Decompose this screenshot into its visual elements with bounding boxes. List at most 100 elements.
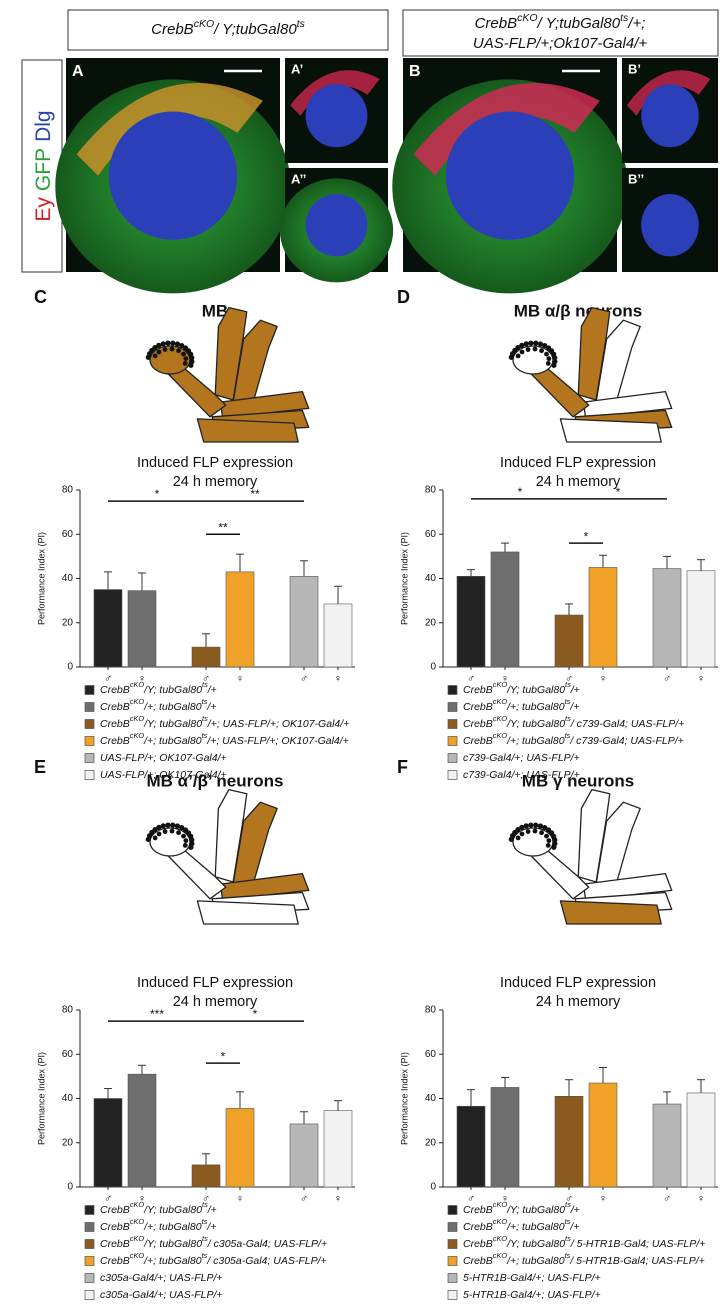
legend-entry-part: CrebB — [463, 735, 493, 747]
chart-title: MB γ neurons — [522, 771, 634, 790]
x-tick-label: ♂ — [202, 1193, 210, 1205]
legend-entry-part: ts — [565, 680, 571, 689]
legend-swatch — [447, 1290, 458, 1300]
bar — [289, 1123, 319, 1188]
legend-entry-part: CrebB — [100, 701, 130, 713]
mb-cell — [528, 822, 534, 828]
legend-entry-part: CrebB — [463, 684, 493, 696]
legend-entry-part: cKO — [130, 1234, 145, 1243]
y-tick-label: 40 — [425, 573, 437, 584]
mb-cell — [162, 829, 168, 834]
legend-entry: CrebBcKO/+; tubGal80ts/+; UAS-FLP/+; OK1… — [100, 731, 349, 746]
legend-entry: CrebBcKO/+; tubGal80ts/ c739-Gal4; UAS-F… — [463, 731, 684, 746]
legend-swatch — [447, 1205, 458, 1215]
x-tick-label: ♂ — [565, 1193, 573, 1205]
legend-swatch — [84, 753, 95, 763]
legend-entry-part: /+; UAS-FLP/+; OK107-Gal4/+ — [206, 735, 349, 747]
mb-cell — [176, 830, 181, 836]
bar — [191, 646, 221, 668]
header: UAS-FLP/+;Ok107-Gal4/+ — [473, 35, 647, 52]
x-tick-label: ♂ — [565, 673, 573, 685]
legend-entry: CrebBcKO/Y; tubGal80ts/+ — [463, 680, 580, 695]
stain-box — [21, 59, 63, 273]
y-tick-label: 60 — [62, 529, 74, 540]
legend-entry-part: /Y; tubGal80 — [506, 1238, 565, 1250]
mb-cell — [181, 833, 186, 839]
legend-entry-part: cKO — [130, 731, 145, 740]
panel-label: C — [34, 287, 47, 307]
mb-cell — [182, 360, 188, 366]
legend-entry-part: cKO — [493, 1200, 508, 1209]
legend-entry: CrebBcKO/Y; tubGal80ts/ c739-Gal4; UAS-F… — [463, 714, 684, 729]
mb-cell — [544, 833, 549, 839]
bar — [93, 589, 123, 668]
mb-cell — [545, 842, 551, 848]
legend-entry-part: ts — [565, 697, 571, 706]
legend-entry-part: ts — [565, 1251, 571, 1260]
ey-area — [413, 82, 600, 176]
y-axis-label: Performance Index (PI) — [36, 532, 46, 625]
y-tick-label: 0 — [67, 1182, 73, 1193]
legend-entry-part: /+; tubGal80 — [143, 735, 202, 747]
legend-entry-part: CrebB — [100, 718, 130, 730]
mb-cell — [519, 824, 525, 830]
x-tick-label: ♀ — [334, 1193, 342, 1205]
legend-entry-part: /+ — [570, 1204, 580, 1216]
chart-title: MB α’/β’ neurons — [146, 771, 283, 790]
x-tick-label: ♀ — [334, 673, 342, 685]
mb-cell — [169, 346, 175, 352]
dlg-area — [305, 84, 368, 148]
legend-swatch — [447, 1222, 458, 1232]
mb-cell — [523, 823, 529, 829]
chart-subtitle: 24 h memory — [173, 474, 258, 490]
legend-entry: c305a-Gal4/+; UAS-FLP/+ — [100, 1272, 223, 1284]
legend-entry-part: CrebB — [463, 701, 493, 713]
significance-label: * — [584, 529, 589, 543]
legend-entry-part: cKO — [130, 680, 145, 689]
mb-cell — [181, 351, 186, 357]
legend-swatch — [447, 1273, 458, 1283]
legend-entry-part: /+; tubGal80 — [506, 701, 565, 713]
mb-cell — [170, 340, 176, 346]
legend-entry-part: CrebB — [100, 1221, 130, 1233]
mb-cell — [525, 829, 531, 834]
legend-entry-part: /+; tubGal80 — [506, 735, 565, 747]
panel-label: B’’ — [628, 171, 644, 186]
legend-entry-part: /+; tubGal80 — [506, 1221, 565, 1233]
legend-swatch — [447, 770, 458, 780]
x-tick-label: ♀ — [501, 1193, 509, 1205]
legend-entry-part: /Y; tubGal80 — [506, 718, 565, 730]
mb-cell — [156, 349, 162, 355]
dlg-area — [305, 194, 368, 257]
mb-cell — [174, 341, 181, 347]
bar — [554, 1095, 584, 1188]
dlg-area — [641, 194, 699, 257]
legend-entry-part: CrebB — [100, 1204, 130, 1216]
legend-entry-part: /+ — [570, 684, 580, 696]
mb-cell — [515, 353, 521, 359]
legend-swatch — [84, 770, 95, 780]
y-tick-label: 40 — [425, 1093, 437, 1104]
legend-swatch — [84, 1256, 95, 1266]
y-tick-label: 60 — [62, 1049, 74, 1060]
legend-entry-part: cKO — [493, 680, 508, 689]
bar — [456, 1105, 486, 1188]
header-part: / Y;tubGal80 — [537, 15, 621, 32]
legend-swatch — [84, 1239, 95, 1249]
header-part: CrebB — [151, 21, 194, 38]
mb-cell — [551, 844, 557, 850]
legend-entry-part: ts — [202, 697, 208, 706]
legend-entry: CrebBcKO/Y; tubGal80ts/+ — [100, 680, 217, 695]
mb-lobe — [582, 390, 673, 419]
legend-entry-part: / c739-Gal4; UAS-FLP/+ — [569, 735, 684, 747]
ey-area — [76, 82, 263, 176]
chart-subtitle: 24 h memory — [173, 994, 258, 1010]
mb-cell — [532, 346, 538, 352]
x-tick-label: ♀ — [236, 673, 244, 685]
mb-lobe — [559, 418, 662, 443]
mb-cell — [165, 340, 171, 346]
y-axis-label: Performance Index (PI) — [36, 1052, 46, 1145]
panel-label: A’’ — [291, 171, 306, 186]
legend-swatch — [447, 1239, 458, 1249]
dlg-area — [445, 111, 575, 240]
